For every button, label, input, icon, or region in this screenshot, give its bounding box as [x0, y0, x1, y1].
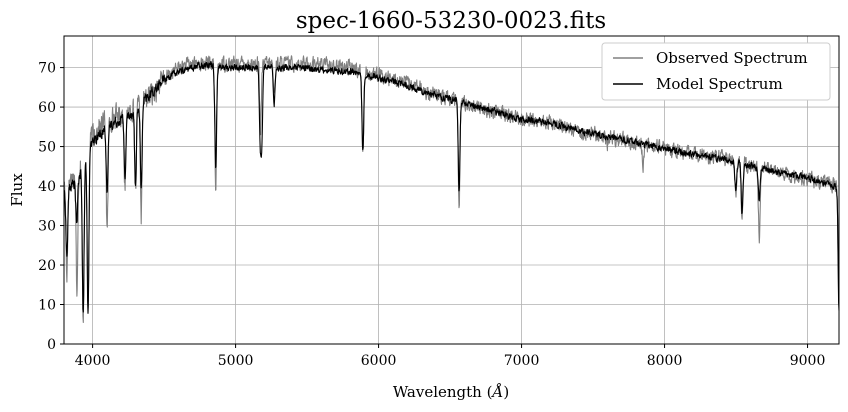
model-spectrum-line — [63, 60, 840, 314]
series-layer — [63, 55, 840, 324]
legend-model-label: Model Spectrum — [656, 75, 783, 93]
x-tick-label: 9000 — [790, 353, 826, 369]
y-tick-label: 10 — [38, 298, 56, 314]
x-axis-label-close: ) — [503, 383, 509, 401]
y-tick-label: 40 — [38, 179, 56, 195]
x-axis-label: Wavelength (Å) — [393, 383, 509, 401]
chart-title: spec-1660-53230-0023.fits — [296, 8, 606, 34]
y-tick-label: 50 — [38, 140, 56, 156]
legend: Observed Spectrum Model Spectrum — [601, 42, 831, 101]
x-tick-label: 8000 — [647, 353, 683, 369]
y-tick-label: 20 — [38, 258, 56, 274]
y-tick-label: 70 — [38, 61, 56, 77]
x-axis-label-text: Wavelength ( — [393, 383, 493, 401]
y-tick-label: 0 — [47, 337, 56, 353]
x-tick-label: 4000 — [75, 353, 111, 369]
plot-frame — [63, 35, 840, 345]
x-tick-label: 7000 — [504, 353, 540, 369]
y-tick-label: 60 — [38, 100, 56, 116]
x-axis-label-unit: Å — [490, 383, 503, 401]
y-tick-label: 30 — [38, 219, 56, 235]
legend-observed-label: Observed Spectrum — [656, 49, 808, 67]
observed-spectrum-line — [63, 55, 840, 324]
x-tick-label: 6000 — [361, 353, 397, 369]
axis-ticks: 4000 5000 6000 7000 8000 9000 0 10 20 30 40 50 60 70 — [38, 61, 825, 369]
y-axis-label: Flux — [8, 173, 26, 207]
x-tick-label: 5000 — [218, 353, 254, 369]
legend-box — [601, 42, 831, 101]
